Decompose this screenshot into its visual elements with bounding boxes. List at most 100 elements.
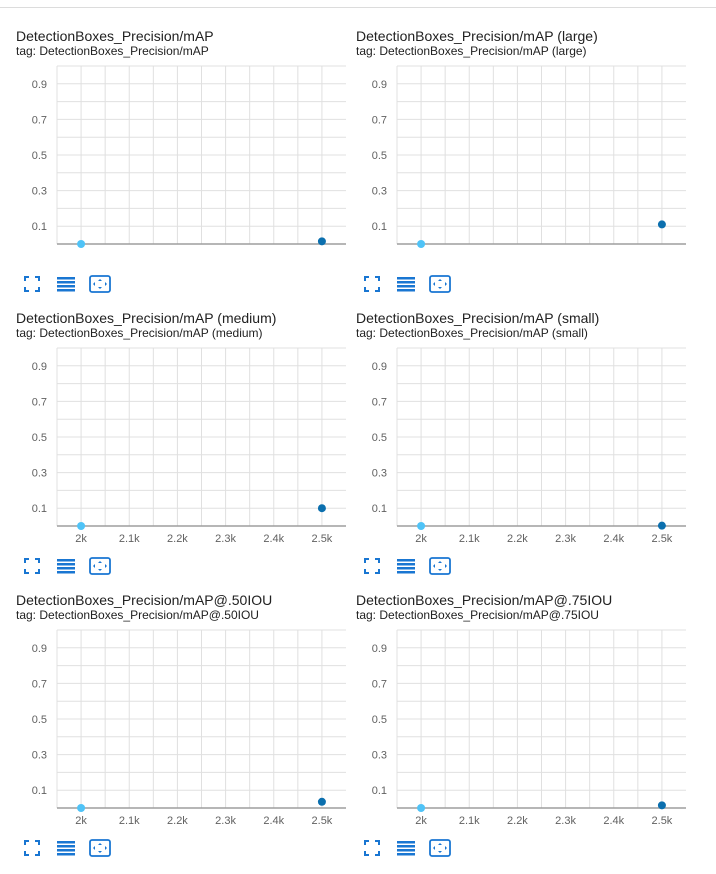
fullscreen-button[interactable] [20, 838, 44, 858]
fit-domain-button[interactable] [88, 838, 112, 858]
y-tick-label: 0.7 [372, 678, 387, 690]
fullscreen-icon [364, 276, 380, 292]
data-point [657, 521, 666, 530]
chart-card: DetectionBoxes_Precision/mAP tag: Detect… [0, 8, 346, 293]
chart-actions [20, 838, 112, 862]
x-tick-label: 2k [75, 533, 87, 545]
chart-card: DetectionBoxes_Precision/mAP@.75IOU tag:… [340, 572, 686, 857]
data-point [417, 804, 426, 812]
scatter-plot[interactable]: 0.9 0.7 0.5 0.3 0.1 2k 2.1k 2.2k 2.3k 2.4k 2.5k [340, 572, 700, 832]
y-tick-label: 0.5 [32, 432, 47, 444]
x-tick-label: 2k [415, 533, 427, 545]
chart-actions [20, 274, 112, 298]
fit-domain-icon [429, 275, 451, 293]
fit-domain-button[interactable] [88, 274, 112, 294]
top-divider [0, 7, 716, 8]
x-tick-label: 2.2k [167, 533, 188, 545]
data-point [317, 504, 326, 513]
y-tick-label: 0.1 [372, 221, 387, 233]
fit-domain-button[interactable] [428, 556, 452, 576]
fullscreen-icon [364, 840, 380, 856]
chart-actions [360, 274, 452, 298]
fullscreen-icon [364, 558, 380, 574]
chart-title: DetectionBoxes_Precision/mAP (medium) [16, 310, 277, 326]
y-tick-label: 0.5 [372, 432, 387, 444]
y-tick-label: 0.1 [372, 503, 387, 515]
x-tick-label: 2.3k [215, 533, 236, 545]
fullscreen-button[interactable] [360, 838, 384, 858]
y-tick-label: 0.1 [32, 785, 47, 797]
scatter-plot[interactable]: 0.9 0.7 0.5 0.3 0.1 2k 2.1k 2.2k 2.3k 2.4k 2.5k [0, 572, 360, 832]
data-point [317, 237, 326, 246]
x-tick-label: 2.4k [603, 815, 624, 827]
fit-domain-icon [429, 839, 451, 857]
scatter-plot[interactable]: 0.9 0.7 0.5 0.3 0.1 [0, 8, 360, 268]
y-tick-label: 0.9 [32, 79, 47, 91]
toggle-log-scale-button[interactable] [394, 556, 418, 576]
chart-card: DetectionBoxes_Precision/mAP (medium) ta… [0, 290, 346, 575]
fit-domain-button[interactable] [428, 838, 452, 858]
toggle-log-scale-button[interactable] [394, 838, 418, 858]
x-tick-label: 2.1k [459, 815, 480, 827]
y-tick-label: 0.3 [372, 468, 387, 480]
chart-card: DetectionBoxes_Precision/mAP (small) tag… [340, 290, 686, 575]
x-tick-label: 2.2k [507, 815, 528, 827]
toggle-log-scale-icon [57, 277, 75, 292]
toggle-log-scale-button[interactable] [54, 274, 78, 294]
scatter-plot[interactable]: 0.9 0.7 0.5 0.3 0.1 2k 2.1k 2.2k 2.3k 2.4k 2.5k [0, 290, 360, 550]
y-tick-label: 0.3 [32, 186, 47, 198]
fullscreen-button[interactable] [20, 274, 44, 294]
fullscreen-button[interactable] [360, 274, 384, 294]
y-tick-label: 0.3 [32, 750, 47, 762]
fullscreen-button[interactable] [360, 556, 384, 576]
chart-title: DetectionBoxes_Precision/mAP@.50IOU [16, 592, 273, 608]
fullscreen-button[interactable] [20, 556, 44, 576]
chart-tag: tag: DetectionBoxes_Precision/mAP (mediu… [16, 326, 263, 340]
toggle-log-scale-button[interactable] [394, 274, 418, 294]
x-tick-label: 2.1k [459, 533, 480, 545]
fullscreen-icon [24, 840, 40, 856]
x-tick-label: 2.1k [119, 815, 140, 827]
y-tick-label: 0.9 [32, 643, 47, 655]
y-tick-label: 0.1 [372, 785, 387, 797]
y-tick-label: 0.3 [32, 468, 47, 480]
x-tick-label: 2.4k [263, 815, 284, 827]
scatter-plot[interactable]: 0.9 0.7 0.5 0.3 0.1 2k 2.1k 2.2k 2.3k 2.4k 2.5k [340, 290, 700, 550]
y-tick-label: 0.7 [32, 114, 47, 126]
data-point [77, 522, 86, 530]
data-point [77, 240, 86, 248]
scatter-plot[interactable]: 0.9 0.7 0.5 0.3 0.1 [340, 8, 700, 268]
x-tick-label: 2.5k [652, 815, 673, 827]
chart-actions [20, 556, 112, 580]
y-tick-label: 0.9 [372, 643, 387, 655]
x-tick-label: 2.5k [652, 533, 673, 545]
fullscreen-icon [24, 276, 40, 292]
y-tick-label: 0.3 [372, 750, 387, 762]
data-point [77, 804, 86, 812]
fit-domain-button[interactable] [428, 274, 452, 294]
data-point [417, 522, 426, 530]
y-tick-label: 0.5 [32, 150, 47, 162]
fit-domain-icon [89, 557, 111, 575]
fit-domain-icon [89, 275, 111, 293]
y-tick-label: 0.5 [372, 150, 387, 162]
chart-tag: tag: DetectionBoxes_Precision/mAP [16, 44, 209, 58]
x-tick-label: 2.1k [119, 533, 140, 545]
y-tick-label: 0.9 [32, 361, 47, 373]
chart-actions [360, 838, 452, 862]
fit-domain-button[interactable] [88, 556, 112, 576]
y-tick-label: 0.7 [32, 678, 47, 690]
x-tick-label: 2.3k [215, 815, 236, 827]
x-tick-label: 2k [75, 815, 87, 827]
toggle-log-scale-button[interactable] [54, 556, 78, 576]
chart-title: DetectionBoxes_Precision/mAP (large) [356, 28, 598, 44]
toggle-log-scale-button[interactable] [54, 838, 78, 858]
chart-actions [360, 556, 452, 580]
chart-tag: tag: DetectionBoxes_Precision/mAP (large… [356, 44, 587, 58]
y-tick-label: 0.7 [32, 396, 47, 408]
y-tick-label: 0.9 [372, 361, 387, 373]
x-tick-label: 2.4k [263, 533, 284, 545]
y-tick-label: 0.7 [372, 396, 387, 408]
x-tick-label: 2.5k [312, 533, 333, 545]
chart-card: DetectionBoxes_Precision/mAP (large) tag… [340, 8, 686, 293]
